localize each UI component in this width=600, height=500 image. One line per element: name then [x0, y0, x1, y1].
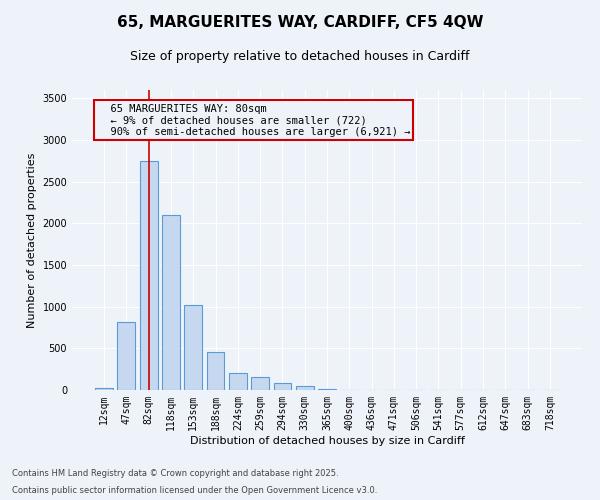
Bar [229, 374, 247, 390]
Bar [274, 382, 292, 390]
Text: Contains HM Land Registry data © Crown copyright and database right 2025.: Contains HM Land Registry data © Crown c… [12, 468, 338, 477]
Y-axis label: Number of detached properties: Number of detached properties [27, 152, 37, 328]
Bar [140, 161, 158, 390]
Bar [95, 388, 113, 390]
Bar [318, 389, 336, 390]
X-axis label: Distribution of detached houses by size in Cardiff: Distribution of detached houses by size … [190, 436, 464, 446]
Bar [251, 376, 269, 390]
Bar [162, 215, 180, 390]
Text: Size of property relative to detached houses in Cardiff: Size of property relative to detached ho… [130, 50, 470, 63]
Text: Contains public sector information licensed under the Open Government Licence v3: Contains public sector information licen… [12, 486, 377, 495]
Bar [184, 305, 202, 390]
Bar [118, 322, 136, 390]
Text: 65 MARGUERITES WAY: 80sqm
  ← 9% of detached houses are smaller (722)
  90% of s: 65 MARGUERITES WAY: 80sqm ← 9% of detach… [97, 104, 410, 136]
Bar [206, 352, 224, 390]
Text: 65, MARGUERITES WAY, CARDIFF, CF5 4QW: 65, MARGUERITES WAY, CARDIFF, CF5 4QW [117, 15, 483, 30]
Bar [296, 386, 314, 390]
